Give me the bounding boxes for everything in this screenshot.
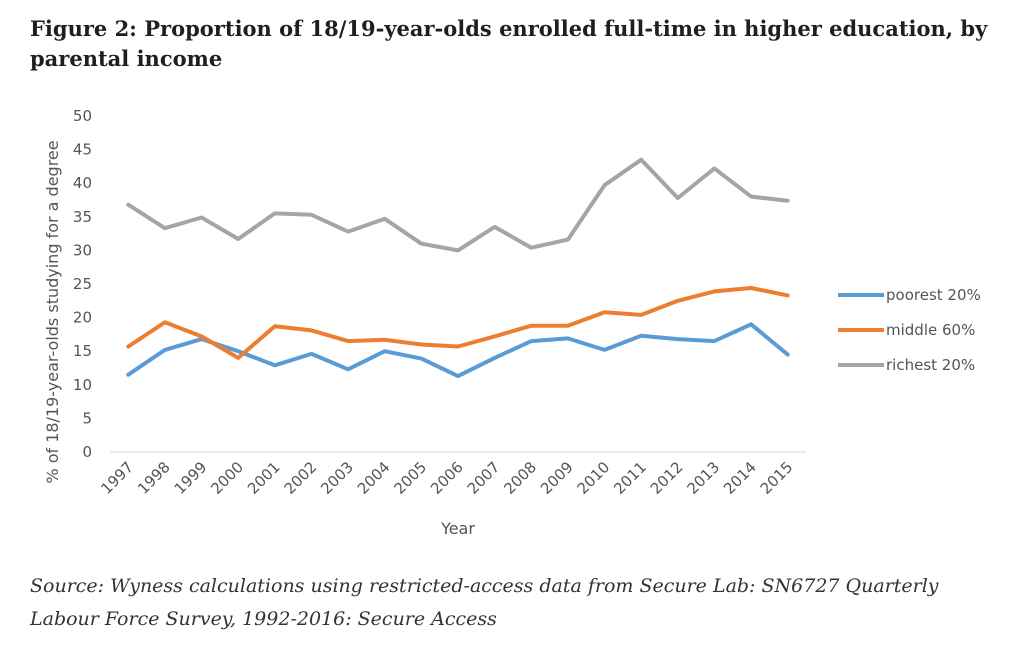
x-tick-label: 1997 bbox=[97, 458, 137, 498]
y-tick-label: 10 bbox=[73, 376, 92, 394]
legend-label: middle 60% bbox=[886, 321, 975, 339]
x-tick-label: 2002 bbox=[281, 458, 321, 498]
x-tick-label: 2014 bbox=[720, 458, 760, 498]
y-tick-label: 50 bbox=[73, 107, 92, 125]
series-line-0 bbox=[126, 322, 790, 379]
x-tick-label: 2007 bbox=[464, 458, 504, 498]
y-axis: 0 5 10 15 20 25 30 35 40 45 50 bbox=[73, 107, 92, 461]
series-line-1 bbox=[126, 286, 790, 360]
source-note: Source: Wyness calculations using restri… bbox=[30, 575, 939, 630]
y-tick-label: 20 bbox=[73, 309, 92, 327]
x-tick-label: 2000 bbox=[207, 458, 247, 498]
x-tick-label: 2011 bbox=[610, 458, 650, 498]
x-tick-label: 2003 bbox=[317, 458, 357, 498]
x-tick-label: 2006 bbox=[427, 458, 467, 498]
legend: poorest 20% middle 60% richest 20% bbox=[838, 286, 981, 374]
legend-label: poorest 20% bbox=[886, 286, 981, 304]
y-tick-label: 15 bbox=[73, 342, 92, 360]
x-tick-label: 2010 bbox=[574, 458, 614, 498]
chart-title: Figure 2: Proportion of 18/19-year-olds … bbox=[30, 16, 988, 71]
y-tick-label: 40 bbox=[73, 174, 92, 192]
x-tick-label: 2013 bbox=[684, 458, 724, 498]
x-tick-label: 2015 bbox=[757, 458, 797, 498]
y-tick-label: 5 bbox=[82, 409, 92, 427]
y-tick-label: 35 bbox=[73, 208, 92, 226]
legend-label: richest 20% bbox=[886, 356, 975, 374]
y-tick-label: 45 bbox=[73, 141, 92, 159]
y-tick-label: 30 bbox=[73, 241, 92, 259]
x-tick-label: 2008 bbox=[500, 458, 540, 498]
x-tick-label: 2012 bbox=[647, 458, 687, 498]
series-line-2 bbox=[126, 157, 790, 253]
x-tick-label: 1999 bbox=[171, 458, 211, 498]
x-tick-label: 2009 bbox=[537, 458, 577, 498]
y-tick-label: 0 bbox=[82, 443, 92, 461]
x-tick-label: 1998 bbox=[134, 458, 174, 498]
series-layer bbox=[126, 157, 790, 379]
x-tick-label: 2001 bbox=[244, 458, 284, 498]
y-tick-label: 25 bbox=[73, 275, 92, 293]
x-axis-label: Year bbox=[440, 519, 475, 538]
x-tick-label: 2005 bbox=[390, 458, 430, 498]
x-tick-label: 2004 bbox=[354, 458, 394, 498]
y-axis-label: % of 18/19-year-olds studying for a degr… bbox=[43, 140, 62, 483]
x-axis: 1997199819992000200120022003200420052006… bbox=[97, 451, 806, 498]
